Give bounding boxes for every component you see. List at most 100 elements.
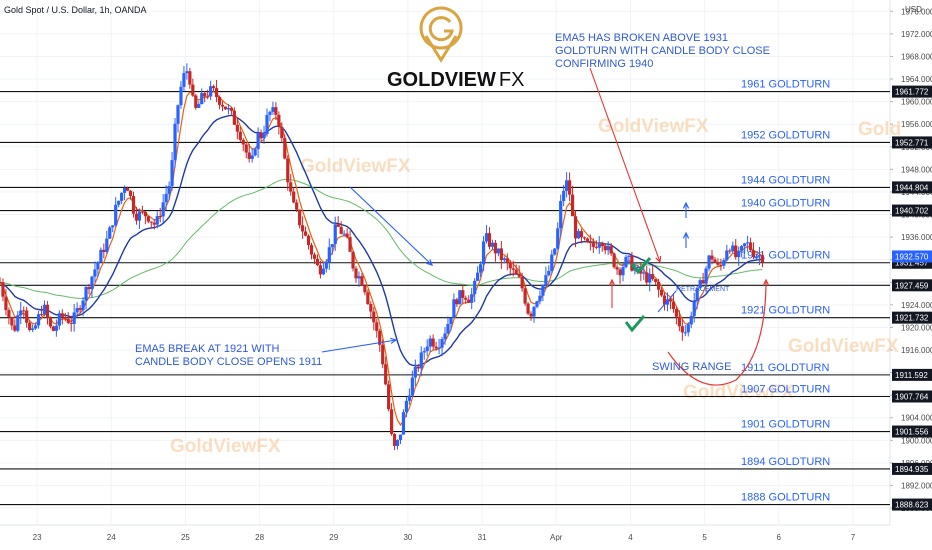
candle-body <box>226 108 231 110</box>
candle-body <box>425 346 429 352</box>
candle-body <box>303 231 308 236</box>
candle-body <box>597 243 601 248</box>
candle-body <box>479 264 483 273</box>
candle-body <box>570 194 575 217</box>
candle-body <box>565 180 569 191</box>
watermark-text: GoldViewFX <box>300 156 411 177</box>
goldturn-levels: 1961 GOLDTURN 1952 GOLDTURN 1944 GOLDTURN 1… <box>0 79 890 506</box>
time-axis[interactable]: 23 24 25 28 29 30 31 Apr 4 5 6 7 <box>33 533 856 542</box>
candle-body <box>722 260 726 266</box>
candle-body <box>170 160 174 186</box>
candle-body <box>105 238 109 252</box>
level-price-tag <box>892 498 932 511</box>
goldturn-label: 1961 GOLDTURN <box>741 79 830 91</box>
candle-body <box>550 254 554 271</box>
candle-body <box>535 301 539 307</box>
swing-range-label: SWING RANGE <box>652 361 731 373</box>
candle-body <box>309 245 314 255</box>
candle-body <box>576 231 581 239</box>
candle-body <box>600 243 604 247</box>
candle-body <box>686 324 690 333</box>
y-tick-label: 1964.000 <box>901 75 932 84</box>
goldturn-label: 1952 GOLDTURN <box>741 129 830 141</box>
symbol-title: Gold Spot / U.S. Dollar, 1h, OANDA <box>4 5 147 15</box>
candle-body <box>39 314 44 316</box>
candle-body <box>594 246 598 248</box>
candle-body <box>452 299 456 318</box>
price-axis[interactable]: 1976.000 1972.000 1968.000 1964.000 1960.000… <box>890 7 932 513</box>
candle-body <box>547 270 551 276</box>
candle-body <box>185 71 189 74</box>
candle-body <box>443 333 447 340</box>
candle-body <box>357 276 361 279</box>
candle-body <box>366 292 370 305</box>
candle-body <box>369 304 373 312</box>
candle-body <box>470 294 474 303</box>
goldview-logo: GOLDVIEW FX <box>387 6 524 91</box>
candle-body <box>372 311 376 323</box>
candle-body <box>579 231 584 238</box>
candle-body <box>277 114 281 127</box>
candle-body <box>13 325 17 331</box>
candle-body <box>217 96 222 105</box>
candle-body <box>10 317 14 326</box>
candle-body <box>22 310 26 312</box>
candle-body <box>182 73 186 87</box>
candle-body <box>428 338 432 347</box>
candle-body <box>66 318 70 323</box>
level-price-label: 1927.459 <box>895 281 929 290</box>
candle-body <box>96 262 100 270</box>
candle-body <box>128 190 133 197</box>
candle-body <box>158 216 162 218</box>
grid <box>0 0 890 525</box>
candle-body <box>179 86 183 106</box>
candle-body <box>665 299 670 305</box>
candle-body <box>692 301 696 316</box>
x-tick-label: 28 <box>255 533 264 542</box>
candle-body <box>760 255 765 263</box>
candle-body <box>191 84 195 96</box>
currency-label: USD <box>905 5 922 14</box>
candle-body <box>292 191 296 203</box>
goldturn-label: 1907 GOLDTURN <box>741 383 830 395</box>
candle-body <box>7 310 11 318</box>
candle-body <box>520 276 524 289</box>
candle-body <box>508 262 512 269</box>
y-tick-label: 1948.000 <box>901 165 932 174</box>
candle-body <box>636 266 640 269</box>
candle-body <box>529 313 533 317</box>
candle-body <box>117 200 121 205</box>
x-tick-label: 4 <box>628 533 633 542</box>
candle-body <box>680 326 684 333</box>
ema5-line <box>0 91 763 427</box>
candle-body <box>93 269 97 277</box>
candle-body <box>25 310 29 323</box>
candle-body <box>588 241 592 244</box>
candle-body <box>214 88 219 97</box>
candle-body <box>585 238 589 242</box>
candle-body <box>378 330 382 345</box>
arrow-head <box>655 255 662 264</box>
y-tick-label: 1904.000 <box>901 414 932 423</box>
candle-body <box>4 296 8 311</box>
logo-name: GOLDVIEW <box>387 69 496 91</box>
candle-body <box>505 258 509 263</box>
drawings <box>321 67 770 386</box>
candle-body <box>514 269 518 275</box>
arrow-head <box>608 278 616 286</box>
candle-body <box>262 134 266 139</box>
watermarks: GoldViewFX GoldViewFX GoldViewFX GoldViewFX… <box>170 116 901 457</box>
candle-body <box>81 300 85 311</box>
level-price-label: 1901.556 <box>895 428 929 437</box>
level-price-tag <box>892 85 932 98</box>
candle-body <box>16 315 20 331</box>
arrow-head <box>426 259 433 266</box>
candle-body <box>336 224 340 227</box>
candle-body <box>375 322 379 331</box>
candle-body <box>689 315 693 325</box>
candle-body <box>200 93 204 105</box>
candle-body <box>651 274 655 280</box>
level-price-label: 1940.702 <box>895 207 929 216</box>
candle-body <box>458 290 462 305</box>
